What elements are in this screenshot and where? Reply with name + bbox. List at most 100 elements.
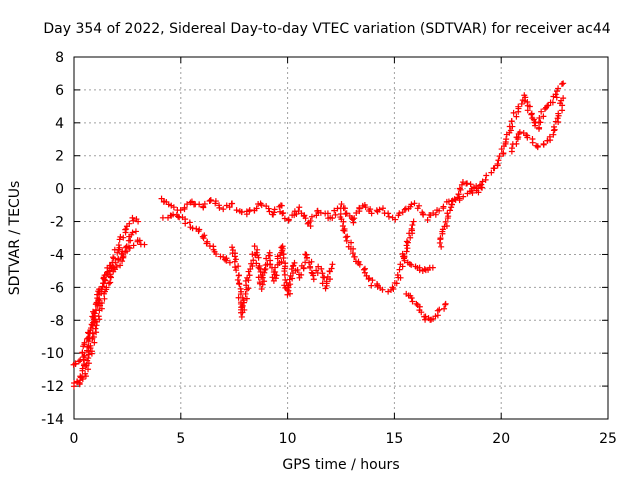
data-point — [255, 254, 262, 261]
data-point — [529, 139, 536, 146]
data-point — [394, 271, 401, 278]
data-point — [253, 260, 260, 267]
data-point — [373, 207, 380, 214]
data-point — [379, 205, 386, 212]
data-point — [266, 261, 273, 268]
data-point — [448, 204, 455, 211]
data-point — [332, 211, 339, 218]
data-point — [353, 210, 360, 217]
data-point — [298, 262, 305, 269]
data-point — [290, 262, 297, 269]
data-point — [310, 272, 317, 279]
data-point — [116, 244, 123, 251]
data-point — [464, 180, 471, 187]
data-point — [82, 362, 89, 369]
y-tick-label: 8 — [55, 50, 64, 66]
data-point — [127, 237, 134, 244]
x-tick-label: 20 — [492, 431, 510, 447]
data-point — [272, 264, 279, 271]
data-point — [458, 181, 465, 188]
x-tick-label: 15 — [385, 431, 403, 447]
data-point — [115, 256, 122, 263]
data-points — [70, 80, 567, 390]
data-point — [234, 276, 241, 283]
data-point — [524, 134, 531, 141]
data-point — [181, 204, 188, 211]
data-point — [279, 247, 286, 254]
data-point — [503, 136, 510, 143]
data-point — [102, 277, 109, 284]
data-point — [356, 205, 363, 212]
data-point — [77, 377, 84, 384]
data-point — [87, 342, 94, 349]
data-point — [83, 335, 90, 342]
data-point — [459, 179, 466, 186]
data-point — [421, 266, 428, 273]
data-point — [479, 178, 486, 185]
data-point — [92, 325, 99, 332]
data-point — [404, 245, 411, 252]
series-track-e — [159, 211, 233, 266]
data-point — [442, 300, 449, 307]
data-point — [416, 267, 423, 274]
data-point — [295, 208, 302, 215]
data-point — [508, 118, 515, 125]
data-point — [117, 262, 124, 269]
data-point — [307, 217, 314, 224]
data-point — [136, 237, 143, 244]
series-track-l — [488, 80, 567, 176]
data-point — [553, 88, 560, 95]
data-point — [385, 210, 392, 217]
data-point — [248, 260, 255, 267]
data-point — [438, 243, 445, 250]
data-point — [488, 169, 495, 176]
data-point — [447, 207, 454, 214]
data-point — [551, 123, 558, 130]
data-point — [418, 309, 425, 316]
data-point — [272, 275, 279, 282]
data-point — [159, 214, 166, 221]
data-point — [513, 140, 520, 147]
data-point — [322, 285, 329, 292]
data-point — [296, 204, 303, 211]
data-point — [455, 191, 462, 198]
data-point — [376, 206, 383, 213]
data-point — [245, 285, 252, 292]
data-point — [303, 251, 310, 258]
data-point — [252, 252, 259, 259]
data-point — [546, 133, 553, 140]
data-point — [495, 157, 502, 164]
data-point — [123, 226, 130, 233]
data-point — [280, 254, 287, 261]
axis-ticks: 0 5 10 15 20 25 -14 -12 -10 -8 -6 -4 -2 0 2 4 6 8 — [41, 50, 617, 447]
data-point — [233, 207, 240, 214]
data-point — [403, 248, 410, 255]
data-point — [182, 220, 189, 227]
data-point — [422, 316, 429, 323]
data-point — [122, 244, 129, 251]
data-point — [510, 109, 517, 116]
x-axis-title: GPS time / hours — [282, 457, 399, 473]
data-point — [119, 258, 126, 265]
data-point — [456, 185, 463, 192]
data-point — [343, 237, 350, 244]
data-point — [129, 214, 136, 221]
series-track-m — [508, 95, 567, 155]
data-point — [256, 280, 263, 287]
data-point — [507, 127, 514, 134]
y-tick-label: -10 — [41, 346, 64, 362]
data-point — [411, 200, 418, 207]
data-point — [103, 271, 110, 278]
data-point — [349, 250, 356, 257]
data-point — [90, 333, 97, 340]
data-point — [549, 99, 556, 106]
data-point — [196, 201, 203, 208]
data-point — [195, 228, 202, 235]
y-tick-label: -12 — [41, 379, 64, 395]
data-point — [536, 124, 543, 131]
x-tick-label: 25 — [599, 431, 617, 447]
data-point — [130, 242, 137, 249]
data-point — [522, 94, 529, 101]
data-point — [258, 285, 265, 292]
data-point — [277, 252, 284, 259]
